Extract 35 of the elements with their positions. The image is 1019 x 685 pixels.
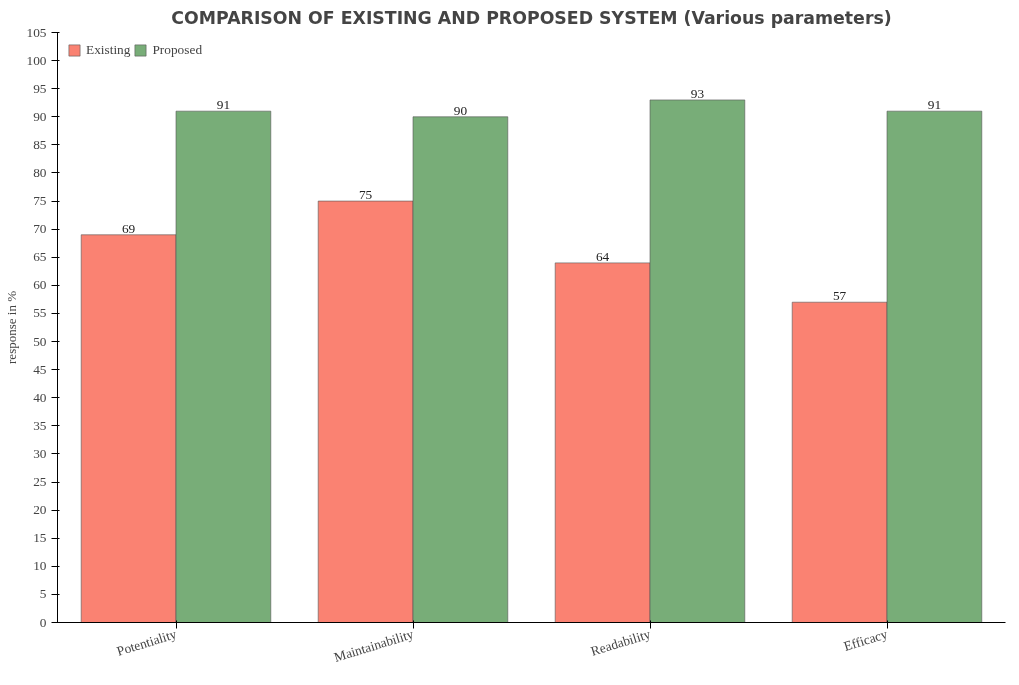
- y-tick-label: 25: [33, 474, 47, 490]
- y-tick-label: 20: [33, 502, 47, 518]
- y-tick-label: 0: [39, 614, 47, 630]
- y-tick-label: 80: [33, 164, 47, 180]
- y-tick-label: 60: [33, 277, 47, 293]
- y-tick-label: 40: [33, 389, 47, 405]
- x-tick-label: Efficacy: [841, 626, 890, 654]
- data-label: 64: [595, 248, 610, 264]
- y-tick-label: 35: [33, 417, 47, 433]
- y-tick-label: 50: [33, 333, 47, 349]
- y-axis-title: response in %: [3, 290, 19, 364]
- y-tick-label: 10: [33, 558, 47, 574]
- y-tick-label: 55: [33, 305, 47, 321]
- y-tick-label: 85: [33, 136, 47, 152]
- y-tick-label: 65: [33, 249, 47, 265]
- y-tick-label: 90: [33, 108, 47, 124]
- data-label: 75: [358, 187, 373, 203]
- y-tick-label: 95: [33, 80, 47, 96]
- legend-label: Proposed: [152, 42, 203, 58]
- y-tick-label: 105: [26, 24, 47, 40]
- data-label: 91: [216, 97, 231, 113]
- legend-label: Existing: [86, 42, 131, 58]
- y-tick-label: 75: [33, 193, 47, 209]
- y-tick-label: 5: [39, 586, 47, 602]
- data-label: 91: [927, 97, 942, 113]
- y-tick-label: 45: [33, 361, 47, 377]
- data-label: 69: [121, 220, 136, 236]
- data-label: 93: [690, 85, 705, 101]
- y-tick-label: 30: [33, 445, 47, 461]
- y-tick-label: 70: [33, 221, 47, 237]
- data-label: 90: [453, 102, 468, 118]
- y-tick-label: 15: [33, 530, 47, 546]
- chart-title: COMPARISON OF EXISTING AND PROPOSED SYSTEM (Various parameters): [171, 7, 892, 28]
- y-tick-label: 100: [26, 52, 47, 68]
- data-label: 57: [832, 288, 847, 304]
